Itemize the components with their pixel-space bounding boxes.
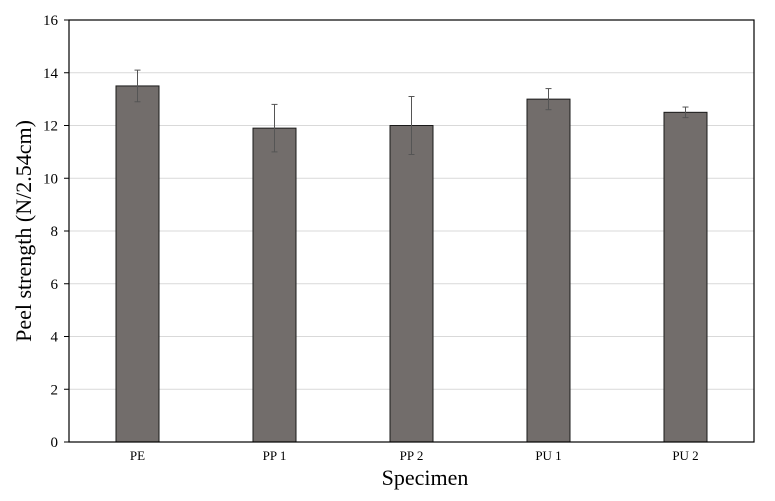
error-bars: [134, 69, 689, 156]
x-axis-title: Specimen: [382, 465, 469, 490]
y-axis-title: Peel strength (N/2.54cm): [11, 120, 36, 342]
bar-pu-2: [663, 111, 708, 443]
y-tick-label: 6: [51, 277, 59, 293]
bar-pe: [115, 85, 160, 443]
bars: [115, 85, 708, 443]
y-tick-label: 2: [51, 382, 59, 398]
y-tick-label: 14: [43, 66, 59, 82]
plot-frame: [68, 19, 755, 443]
x-tick-label: PP 2: [400, 448, 424, 463]
error-bar: [271, 103, 278, 153]
y-tick-label: 4: [51, 330, 59, 346]
x-tick-label: PP 1: [263, 448, 287, 463]
y-tick-labels: 0 2 4 6 8 10 12 14 16: [43, 13, 69, 451]
x-tick-label: PU 2: [672, 448, 698, 463]
x-tick-labels: PE PP 1 PP 2 PU 1 PU 2: [130, 448, 699, 463]
y-tick-label: 16: [43, 13, 59, 29]
x-tick-label: PE: [130, 448, 145, 463]
y-tick-label: 8: [51, 224, 59, 240]
error-bar: [545, 88, 552, 111]
bar-pp-1: [252, 127, 297, 443]
x-tick-label: PU 1: [535, 448, 561, 463]
bar-pp-2: [389, 125, 434, 443]
y-tick-label: 10: [43, 171, 58, 187]
error-bar: [134, 69, 141, 103]
error-bar: [682, 106, 689, 119]
y-tick-label: 0: [51, 435, 59, 451]
y-tick-label: 12: [43, 119, 58, 135]
bar-pu-1: [526, 98, 571, 443]
error-bar: [408, 95, 415, 156]
